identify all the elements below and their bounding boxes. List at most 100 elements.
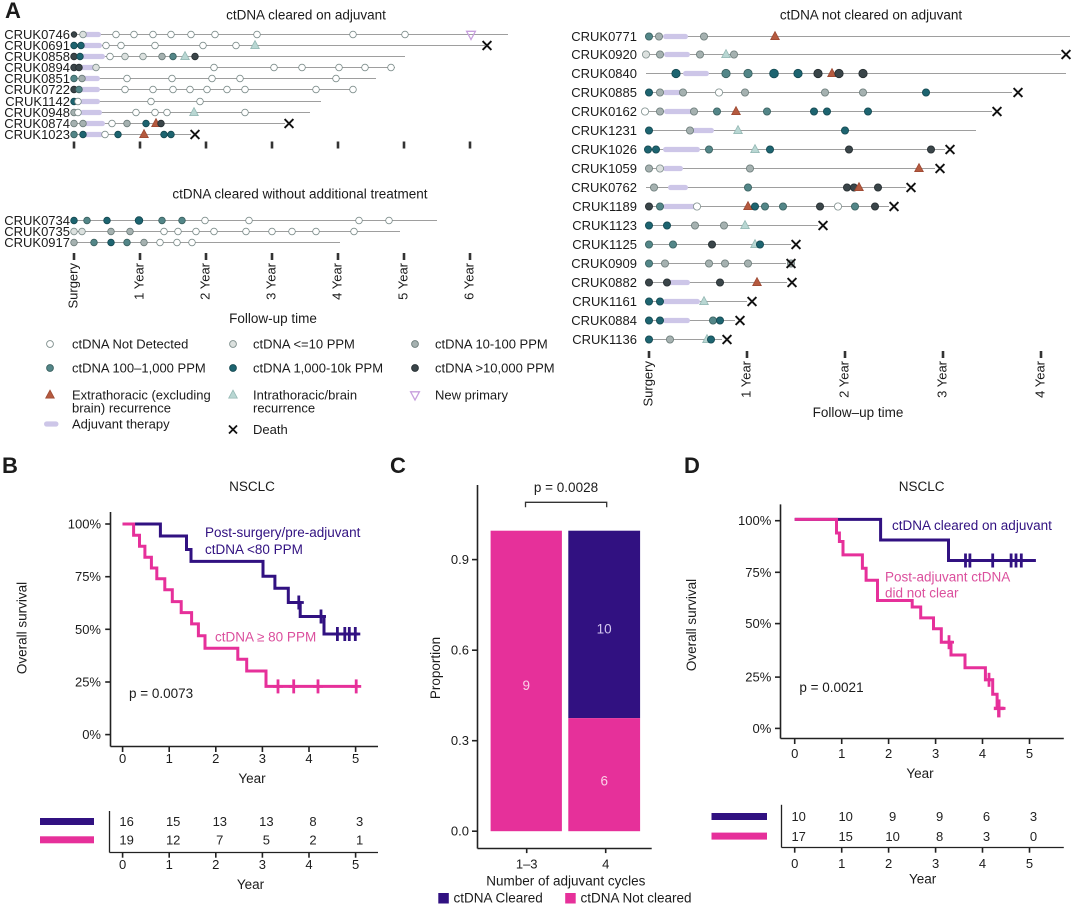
svg-text:7: 7 — [216, 833, 223, 848]
svg-text:B: B — [2, 453, 18, 478]
svg-text:Post-adjuvant ctDNA: Post-adjuvant ctDNA — [885, 570, 1010, 585]
svg-text:CRUK0746: CRUK0746 — [4, 27, 70, 42]
svg-text:5: 5 — [352, 751, 359, 766]
svg-text:3: 3 — [932, 856, 939, 871]
svg-text:ctDNA 1,000-10k PPM: ctDNA 1,000-10k PPM — [253, 361, 383, 376]
svg-text:ctDNA ≥ 80 PPM: ctDNA ≥ 80 PPM — [215, 630, 316, 645]
svg-text:CRUK1142: CRUK1142 — [5, 94, 70, 109]
svg-text:Intrathoracic/brain: Intrathoracic/brain — [253, 388, 357, 403]
svg-text:13: 13 — [259, 814, 273, 829]
svg-text:1 Year: 1 Year — [132, 262, 147, 300]
svg-text:did not clear: did not clear — [885, 586, 959, 601]
svg-text:ctDNA <80 PPM: ctDNA <80 PPM — [205, 542, 303, 557]
svg-text:CRUK0948: CRUK0948 — [4, 105, 70, 120]
svg-text:Surgery: Surgery — [641, 361, 656, 407]
svg-text:5: 5 — [1026, 856, 1033, 871]
svg-text:1: 1 — [356, 833, 363, 848]
svg-text:Overall survival: Overall survival — [684, 579, 699, 671]
svg-text:A: A — [5, 0, 21, 23]
svg-text:2: 2 — [212, 857, 219, 872]
svg-text:1: 1 — [166, 857, 173, 872]
svg-text:CRUK1026: CRUK1026 — [571, 142, 637, 157]
svg-text:ctDNA 10-100 PPM: ctDNA 10-100 PPM — [435, 337, 548, 352]
svg-text:0.0: 0.0 — [451, 824, 469, 839]
svg-text:15: 15 — [838, 829, 852, 844]
svg-text:0: 0 — [791, 746, 798, 761]
svg-text:3: 3 — [1030, 809, 1037, 824]
svg-text:Adjuvant therapy: Adjuvant therapy — [72, 417, 170, 432]
svg-text:NSCLC: NSCLC — [229, 479, 275, 494]
svg-text:CRUK1059: CRUK1059 — [571, 161, 637, 176]
svg-text:2: 2 — [885, 746, 892, 761]
svg-text:0.3: 0.3 — [451, 733, 469, 748]
svg-text:9: 9 — [936, 809, 943, 824]
svg-text:CRUK0851: CRUK0851 — [4, 71, 70, 86]
svg-text:19: 19 — [119, 833, 133, 848]
svg-text:0.6: 0.6 — [451, 643, 469, 658]
svg-text:3: 3 — [259, 857, 266, 872]
svg-text:CRUK0909: CRUK0909 — [571, 256, 637, 271]
svg-text:CRUK0882: CRUK0882 — [571, 275, 637, 290]
svg-text:CRUK0722: CRUK0722 — [4, 82, 70, 97]
svg-text:ctDNA not cleared on adjuvant: ctDNA not cleared on adjuvant — [780, 8, 963, 23]
svg-text:4: 4 — [979, 746, 986, 761]
svg-text:CRUK0734: CRUK0734 — [4, 213, 70, 228]
svg-text:5: 5 — [1026, 746, 1033, 761]
svg-text:3: 3 — [356, 814, 363, 829]
svg-text:0: 0 — [1030, 829, 1037, 844]
svg-text:CRUK0885: CRUK0885 — [571, 85, 637, 100]
svg-text:10: 10 — [885, 829, 899, 844]
svg-text:CRUK0858: CRUK0858 — [4, 49, 70, 64]
svg-text:ctDNA Not Detected: ctDNA Not Detected — [72, 337, 188, 352]
svg-text:CRUK0735: CRUK0735 — [4, 224, 70, 239]
svg-text:Surgery: Surgery — [66, 263, 81, 309]
svg-text:ctDNA <=10 PPM: ctDNA <=10 PPM — [253, 337, 355, 352]
svg-text:p = 0.0028: p = 0.0028 — [534, 480, 598, 495]
svg-text:5: 5 — [263, 833, 270, 848]
svg-text:p = 0.0073: p = 0.0073 — [129, 686, 193, 701]
svg-text:C: C — [390, 453, 406, 478]
svg-text:Death: Death — [253, 422, 288, 437]
svg-text:75%: 75% — [75, 569, 101, 584]
svg-text:CRUK1189: CRUK1189 — [572, 199, 637, 214]
svg-text:5 Year: 5 Year — [396, 262, 411, 300]
svg-text:CRUK1136: CRUK1136 — [572, 332, 637, 347]
svg-text:100%: 100% — [738, 513, 772, 528]
svg-text:Follow–up time: Follow–up time — [813, 405, 904, 420]
svg-text:ctDNA Cleared: ctDNA Cleared — [454, 891, 543, 906]
svg-text:Post-surgery/pre-adjuvant: Post-surgery/pre-adjuvant — [205, 525, 361, 540]
svg-text:Proportion: Proportion — [428, 637, 443, 699]
svg-text:Year: Year — [238, 771, 266, 786]
svg-text:0.9: 0.9 — [451, 552, 469, 567]
svg-text:Overall survival: Overall survival — [15, 582, 30, 674]
svg-text:Follow-up time: Follow-up time — [229, 311, 317, 326]
svg-text:CRUK1125: CRUK1125 — [572, 237, 637, 252]
svg-text:3: 3 — [932, 746, 939, 761]
svg-text:Number of adjuvant cycles: Number of adjuvant cycles — [486, 873, 645, 888]
svg-text:ctDNA cleared on adjuvant: ctDNA cleared on adjuvant — [226, 8, 386, 23]
svg-text:0%: 0% — [82, 727, 101, 742]
svg-text:p = 0.0021: p = 0.0021 — [799, 680, 863, 695]
svg-text:CRUK1231: CRUK1231 — [571, 123, 637, 138]
svg-text:Extrathoracic (excluding: Extrathoracic (excluding — [72, 388, 211, 403]
svg-text:CRUK0162: CRUK0162 — [571, 104, 637, 119]
svg-text:9: 9 — [523, 678, 531, 693]
svg-text:Year: Year — [909, 872, 937, 887]
svg-text:recurrence: recurrence — [253, 401, 315, 416]
svg-text:5: 5 — [352, 857, 359, 872]
svg-text:4: 4 — [602, 856, 609, 871]
svg-text:CRUK0691: CRUK0691 — [4, 38, 70, 53]
svg-text:3 Year: 3 Year — [264, 262, 279, 300]
svg-text:25%: 25% — [75, 675, 101, 690]
svg-text:ctDNA >10,000 PPM: ctDNA >10,000 PPM — [435, 361, 555, 376]
svg-text:4: 4 — [979, 856, 986, 871]
svg-text:0: 0 — [119, 751, 126, 766]
svg-text:1 Year: 1 Year — [739, 360, 754, 398]
svg-text:2: 2 — [885, 856, 892, 871]
svg-text:50%: 50% — [745, 616, 771, 631]
svg-text:1: 1 — [838, 746, 845, 761]
svg-text:4: 4 — [305, 751, 312, 766]
svg-text:D: D — [684, 453, 700, 478]
svg-text:ctDNA cleared without addition: ctDNA cleared without additional treatme… — [172, 187, 427, 202]
svg-text:50%: 50% — [75, 622, 101, 637]
